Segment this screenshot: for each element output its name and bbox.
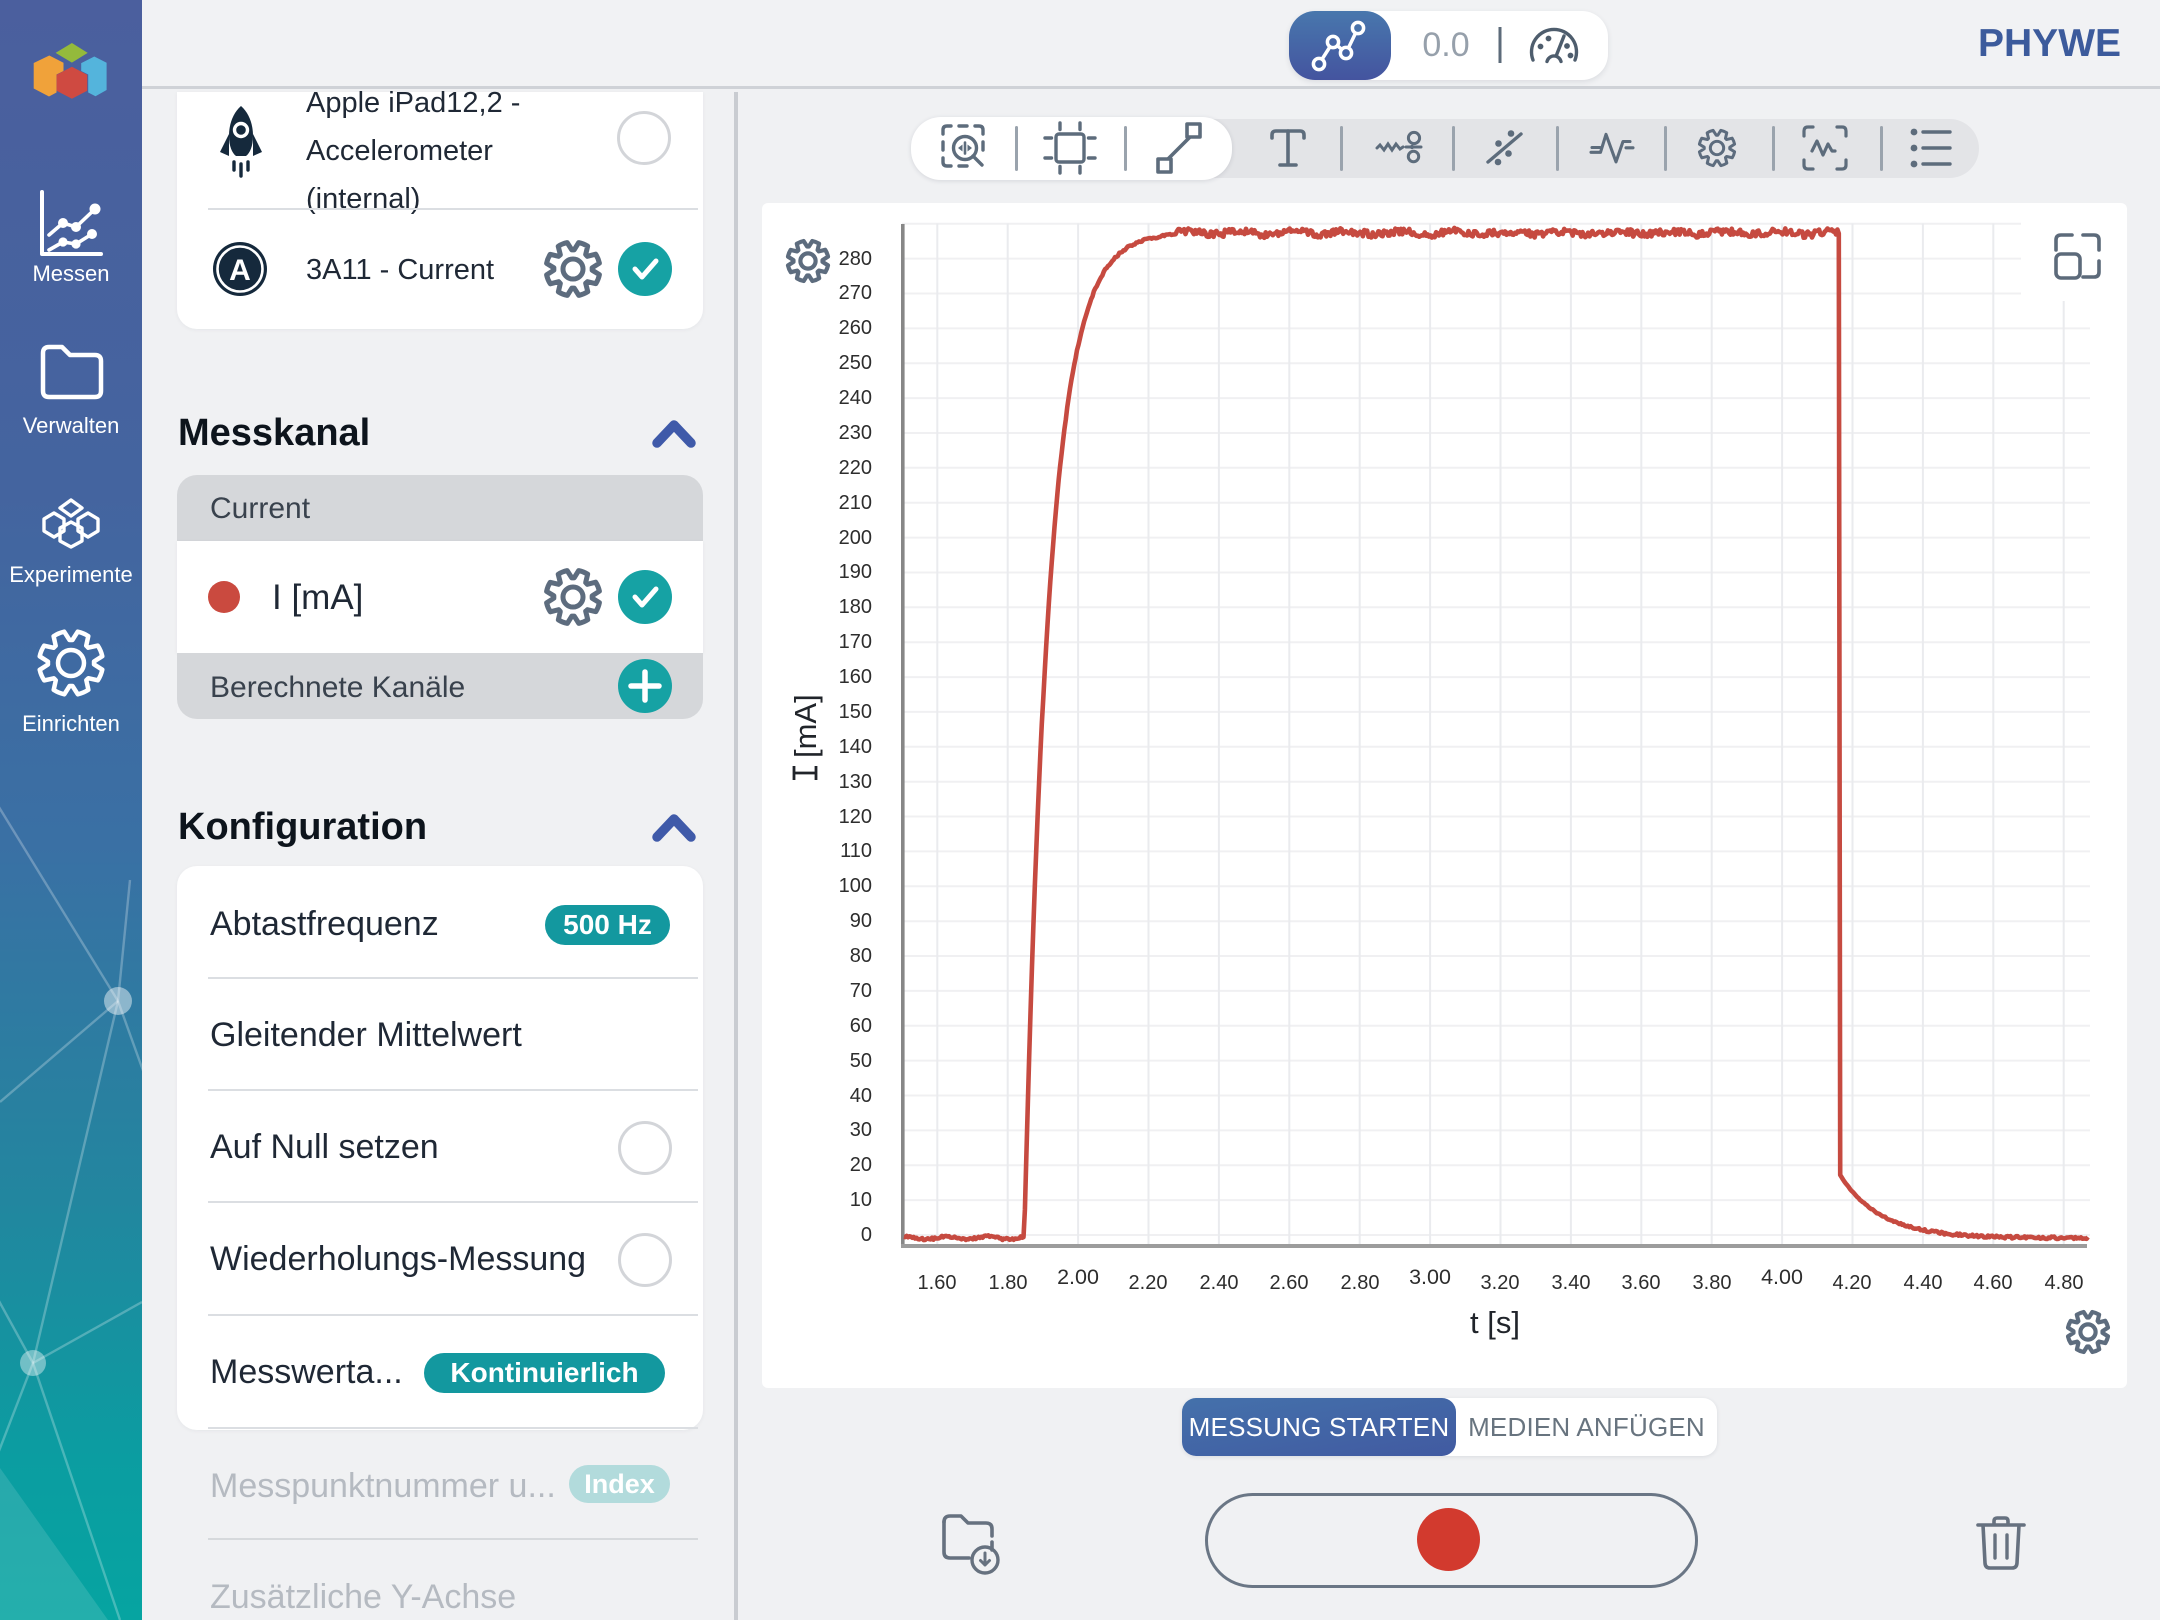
svg-text:A: A: [229, 254, 251, 287]
svg-text:[mA]: [mA]: [788, 694, 823, 758]
